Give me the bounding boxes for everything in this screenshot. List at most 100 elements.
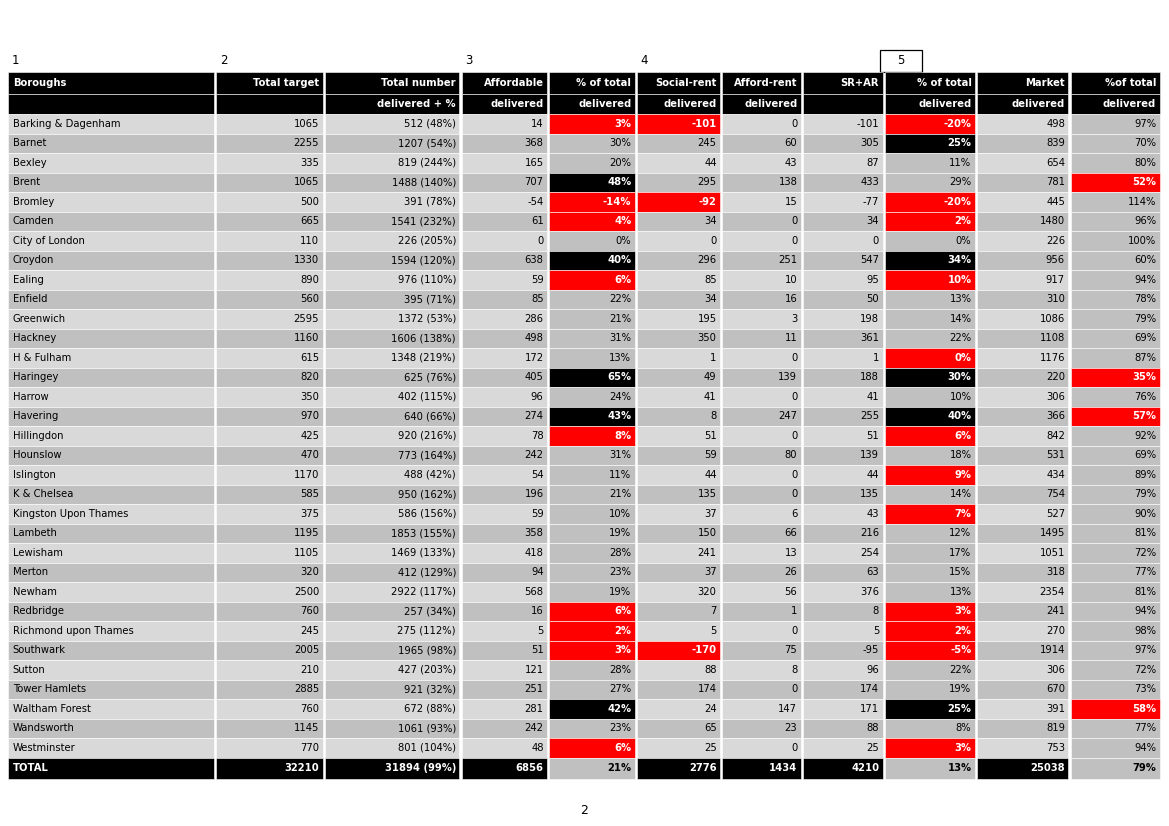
Text: 625 (76%): 625 (76%) (403, 373, 456, 382)
Text: 196: 196 (525, 489, 544, 499)
FancyBboxPatch shape (325, 289, 459, 309)
Text: Ealing: Ealing (13, 275, 43, 285)
FancyBboxPatch shape (462, 153, 547, 173)
FancyBboxPatch shape (1071, 699, 1160, 719)
Text: 31894 (99%): 31894 (99%) (385, 763, 456, 773)
Text: 306: 306 (1046, 665, 1065, 675)
Text: 79%: 79% (1134, 314, 1156, 324)
Text: 23%: 23% (609, 567, 631, 577)
Text: 80%: 80% (1134, 158, 1156, 168)
FancyBboxPatch shape (885, 738, 975, 757)
Text: Market: Market (1025, 78, 1065, 88)
FancyBboxPatch shape (977, 348, 1068, 368)
Text: -170: -170 (692, 645, 717, 655)
FancyBboxPatch shape (637, 601, 720, 621)
FancyBboxPatch shape (1071, 660, 1160, 680)
Text: Social-rent: Social-rent (655, 78, 717, 88)
FancyBboxPatch shape (216, 231, 323, 250)
FancyBboxPatch shape (637, 329, 720, 348)
Text: 527: 527 (1046, 509, 1065, 519)
FancyBboxPatch shape (325, 153, 459, 173)
Text: Boroughs: Boroughs (13, 78, 67, 88)
FancyBboxPatch shape (722, 192, 801, 211)
Text: 2500: 2500 (293, 586, 319, 596)
FancyBboxPatch shape (722, 563, 801, 582)
FancyBboxPatch shape (885, 134, 975, 153)
FancyBboxPatch shape (8, 134, 214, 153)
Text: 150: 150 (698, 529, 717, 539)
FancyBboxPatch shape (549, 72, 635, 94)
FancyBboxPatch shape (722, 72, 801, 94)
FancyBboxPatch shape (977, 153, 1068, 173)
FancyBboxPatch shape (462, 309, 547, 329)
Text: 18%: 18% (949, 450, 971, 460)
FancyBboxPatch shape (1071, 173, 1160, 192)
Text: 251: 251 (525, 684, 544, 694)
FancyBboxPatch shape (216, 563, 323, 582)
Text: 270: 270 (1046, 626, 1065, 636)
FancyBboxPatch shape (722, 173, 801, 192)
Text: 2005: 2005 (293, 645, 319, 655)
Text: 97%: 97% (1134, 645, 1156, 655)
FancyBboxPatch shape (722, 757, 801, 778)
Text: 4%: 4% (614, 216, 631, 226)
Text: 2%: 2% (614, 626, 631, 636)
Text: 174: 174 (860, 684, 879, 694)
Text: 585: 585 (300, 489, 319, 499)
Text: 498: 498 (525, 333, 544, 344)
Text: 10%: 10% (947, 275, 971, 285)
FancyBboxPatch shape (637, 270, 720, 289)
FancyBboxPatch shape (1071, 114, 1160, 134)
Text: 274: 274 (525, 411, 544, 421)
Text: 42%: 42% (607, 704, 631, 714)
FancyBboxPatch shape (325, 660, 459, 680)
Text: 37: 37 (704, 509, 717, 519)
Text: 96: 96 (866, 665, 879, 675)
Text: Bromley: Bromley (13, 197, 54, 206)
FancyBboxPatch shape (722, 719, 801, 738)
Text: 8: 8 (711, 411, 717, 421)
FancyBboxPatch shape (8, 270, 214, 289)
Text: 6: 6 (791, 509, 797, 519)
FancyBboxPatch shape (216, 699, 323, 719)
Text: 75: 75 (784, 645, 797, 655)
FancyBboxPatch shape (1071, 153, 1160, 173)
Text: 80: 80 (784, 450, 797, 460)
Text: 34%: 34% (947, 255, 971, 265)
FancyBboxPatch shape (977, 426, 1068, 445)
Text: Affordable: Affordable (484, 78, 544, 88)
FancyBboxPatch shape (1071, 309, 1160, 329)
Text: 25: 25 (704, 743, 717, 752)
FancyBboxPatch shape (549, 504, 635, 524)
FancyBboxPatch shape (549, 757, 635, 778)
Text: 1065: 1065 (293, 119, 319, 129)
Text: 34: 34 (866, 216, 879, 226)
FancyBboxPatch shape (549, 173, 635, 192)
Text: 23%: 23% (609, 724, 631, 733)
FancyBboxPatch shape (885, 485, 975, 504)
FancyBboxPatch shape (8, 329, 214, 348)
Text: delivered: delivered (577, 99, 631, 109)
FancyBboxPatch shape (803, 309, 883, 329)
Text: 44: 44 (704, 470, 717, 480)
FancyBboxPatch shape (637, 485, 720, 504)
Text: 819 (244%): 819 (244%) (397, 158, 456, 168)
FancyBboxPatch shape (462, 601, 547, 621)
Text: 13%: 13% (949, 586, 971, 596)
FancyBboxPatch shape (462, 134, 547, 153)
FancyBboxPatch shape (803, 640, 883, 660)
FancyBboxPatch shape (885, 426, 975, 445)
FancyBboxPatch shape (722, 289, 801, 309)
Text: 921 (32%): 921 (32%) (404, 684, 456, 694)
FancyBboxPatch shape (216, 660, 323, 680)
Text: 24: 24 (704, 704, 717, 714)
Text: Waltham Forest: Waltham Forest (13, 704, 91, 714)
Text: -14%: -14% (603, 197, 631, 206)
FancyBboxPatch shape (722, 231, 801, 250)
FancyBboxPatch shape (1071, 582, 1160, 601)
Text: 245: 245 (300, 626, 319, 636)
FancyBboxPatch shape (722, 211, 801, 231)
Text: 665: 665 (300, 216, 319, 226)
Text: 0: 0 (791, 743, 797, 752)
FancyBboxPatch shape (637, 465, 720, 485)
